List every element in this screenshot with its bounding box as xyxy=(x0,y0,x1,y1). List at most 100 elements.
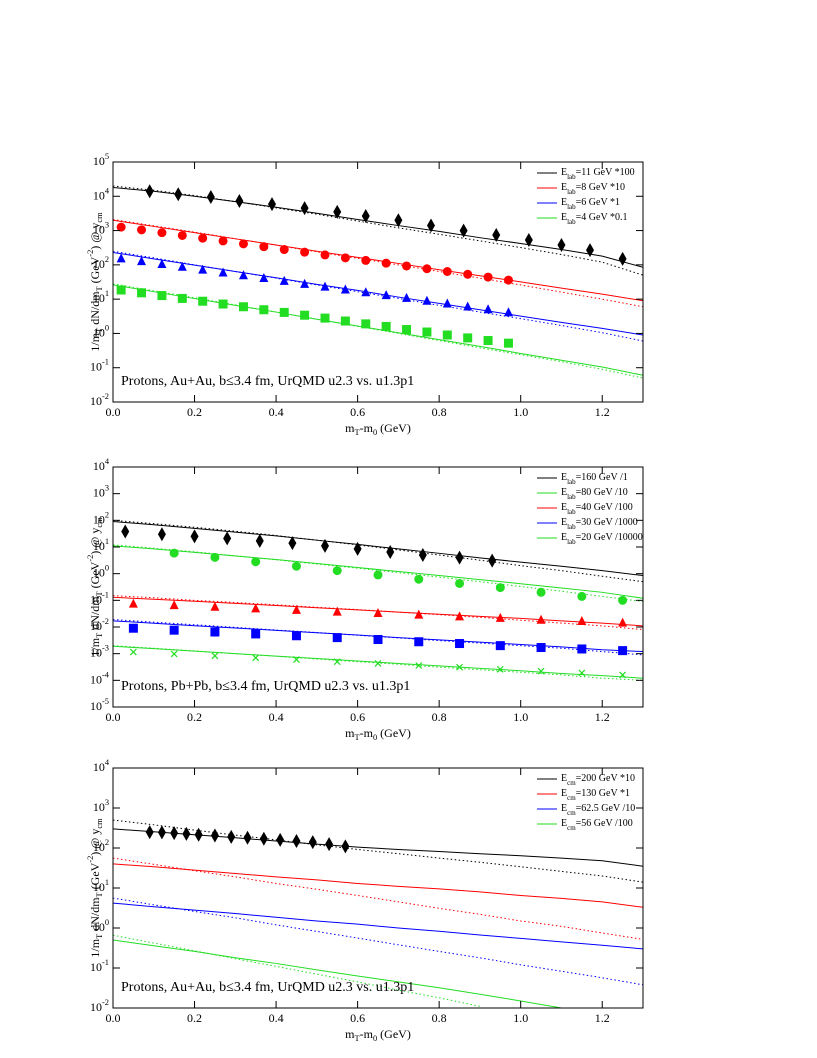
x-tick-label: 0.0 xyxy=(106,405,121,419)
marker xyxy=(218,267,228,277)
marker xyxy=(442,330,452,340)
marker xyxy=(422,264,432,274)
marker xyxy=(353,541,362,556)
marker xyxy=(361,319,371,329)
marker xyxy=(537,667,545,675)
marker xyxy=(578,669,586,677)
plot-area xyxy=(113,519,643,681)
marker xyxy=(198,233,208,243)
marker xyxy=(238,239,248,249)
marker xyxy=(177,293,187,303)
marker xyxy=(157,825,166,840)
dotted-line xyxy=(113,283,643,379)
marker xyxy=(268,197,276,212)
marker xyxy=(279,275,289,285)
plot-area xyxy=(113,819,643,1008)
marker xyxy=(402,325,412,335)
marker xyxy=(442,298,452,308)
marker xyxy=(402,261,412,271)
dotted-line xyxy=(113,645,643,681)
marker xyxy=(332,606,342,616)
y-tick-label: 10-2 xyxy=(90,617,109,632)
line xyxy=(113,187,643,268)
y-tick-label: 10-5 xyxy=(90,697,109,712)
marker xyxy=(218,236,228,246)
legend-label: Elab=20 GeV /10000 xyxy=(561,532,643,545)
marker xyxy=(252,654,260,662)
marker xyxy=(455,611,465,621)
marker xyxy=(332,566,342,576)
legend-label: Elab=40 GeV /100 xyxy=(561,502,633,515)
marker xyxy=(291,561,301,571)
marker xyxy=(251,603,261,613)
marker xyxy=(291,631,301,641)
marker xyxy=(495,641,505,651)
dotted-line xyxy=(113,619,643,656)
marker xyxy=(210,627,220,637)
y-tick-label: 10-4 xyxy=(90,671,110,686)
dotted-line xyxy=(113,250,643,342)
x-tick-label: 0.6 xyxy=(350,710,365,724)
marker xyxy=(415,662,423,669)
marker xyxy=(276,832,285,847)
marker xyxy=(427,218,435,233)
marker xyxy=(333,204,342,219)
marker xyxy=(251,557,261,567)
marker xyxy=(586,243,594,258)
frame xyxy=(112,161,644,403)
marker xyxy=(456,663,463,671)
marker xyxy=(227,829,236,844)
marker xyxy=(170,826,179,841)
legend-label: Ecm=130 GeV *1 xyxy=(561,788,630,801)
legend-label: Ecm=200 GeV *10 xyxy=(561,773,635,786)
legend-label: Ecm=62.5 GeV /10 xyxy=(561,803,635,816)
x-tick-label: 1.0 xyxy=(513,405,528,419)
marker xyxy=(121,524,130,539)
y-tick-label: 103 xyxy=(93,221,109,236)
x-tick-label: 0.4 xyxy=(269,710,284,724)
x-tick-label: 0.4 xyxy=(269,1011,284,1025)
marker xyxy=(169,625,179,635)
legend-label: Elab=6 GeV *1 xyxy=(561,197,620,210)
marker xyxy=(259,242,269,252)
marker xyxy=(145,825,154,840)
y-tick-label: 104 xyxy=(93,457,110,472)
marker xyxy=(169,600,179,610)
marker xyxy=(116,222,126,232)
marker xyxy=(308,835,317,850)
marker xyxy=(279,307,289,317)
y-tick-label: 104 xyxy=(93,758,110,773)
marker xyxy=(259,831,268,846)
marker xyxy=(190,529,199,544)
panel: 10-2 10-1 100 101 102 103 104 105 0.0 0.2 0.4 0.6 0.… xyxy=(86,152,644,437)
line xyxy=(113,645,643,679)
y-tick-label: 102 xyxy=(93,838,109,853)
annotation: Protons, Pb+Pb, b≤3.4 fm, UrQMD u2.3 vs.… xyxy=(121,679,410,694)
y-axis-label: 1/mT dN/dmT (GeV-2) @ ycm xyxy=(86,818,104,958)
y-tick-label: 10-1 xyxy=(90,358,109,373)
marker xyxy=(577,644,587,654)
line xyxy=(113,863,643,908)
legend-label: Elab=30 GeV /1000 xyxy=(561,517,638,530)
x-tick-label: 1.0 xyxy=(513,710,528,724)
marker xyxy=(381,290,391,300)
marker xyxy=(373,570,383,580)
marker xyxy=(557,237,566,252)
legend-label: Elab=80 GeV /10 xyxy=(561,487,628,500)
marker xyxy=(332,633,342,643)
marker xyxy=(116,253,126,263)
marker xyxy=(455,578,465,588)
marker xyxy=(255,533,264,548)
annotation: Protons, Au+Au, b≤3.4 fm, UrQMD u2.3 vs.… xyxy=(121,980,414,995)
y-tick-label: 10-1 xyxy=(90,958,109,973)
marker xyxy=(340,284,350,294)
marker xyxy=(169,548,179,558)
y-tick-label: 100 xyxy=(93,564,109,579)
marker xyxy=(259,273,269,283)
marker xyxy=(618,251,627,266)
y-axis-label: 1/mT dN/dmT (GeV-2) @ ycm xyxy=(86,212,104,352)
marker xyxy=(279,245,289,255)
marker xyxy=(402,292,412,302)
x-tick-label: 1.0 xyxy=(513,1011,528,1025)
